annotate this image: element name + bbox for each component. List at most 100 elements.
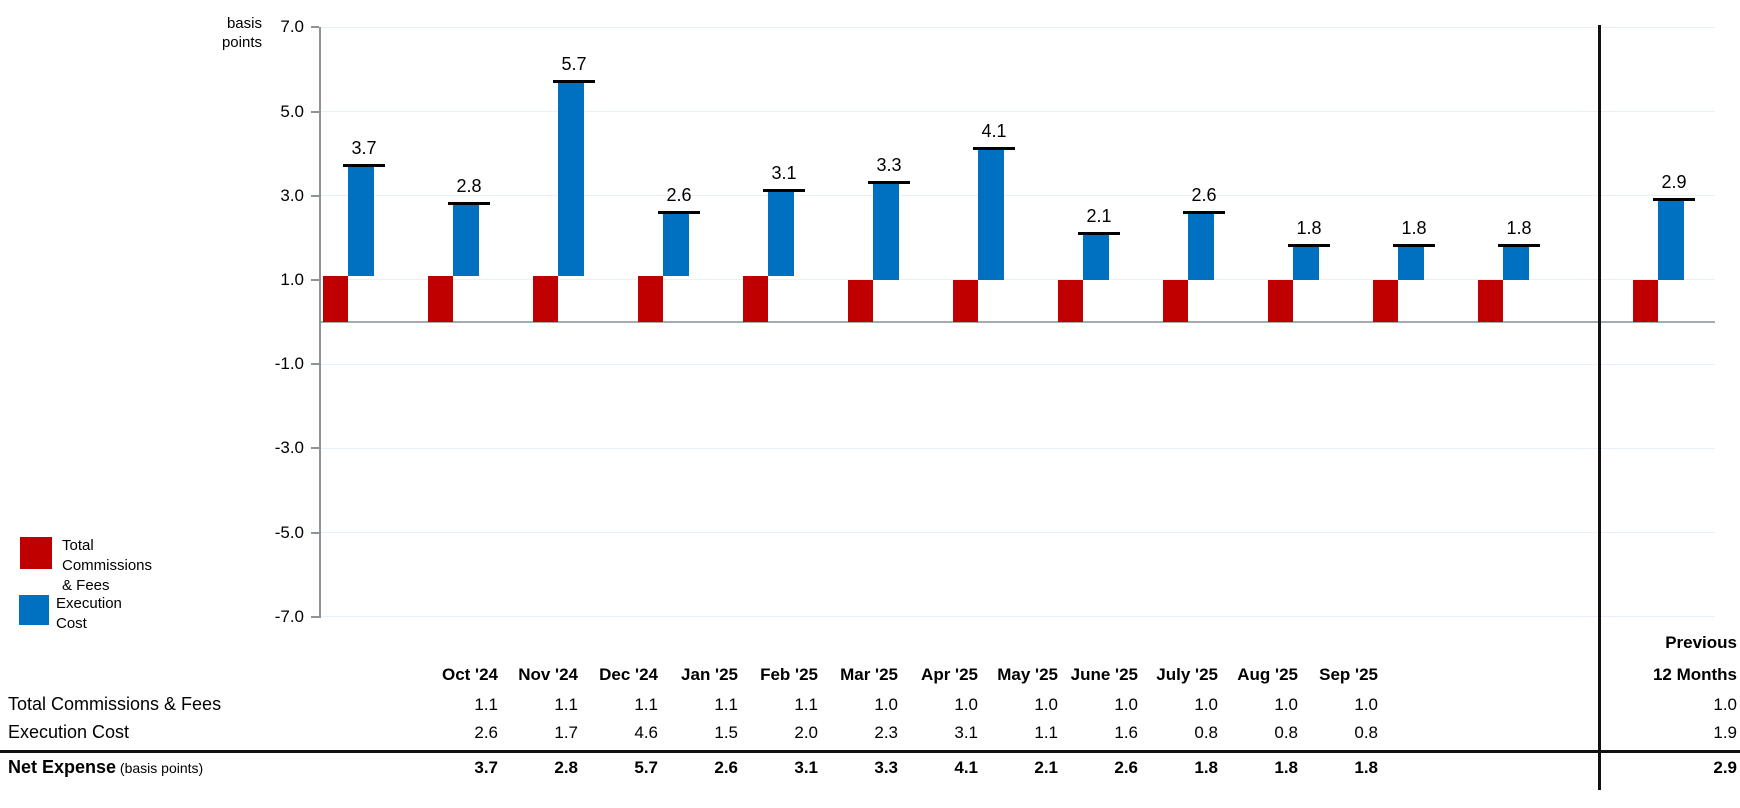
legend-commissions-swatch: [20, 537, 52, 569]
table-row-label: Total Commissions & Fees: [8, 694, 222, 714]
table-value-cell: 3.3: [874, 758, 898, 777]
net-expense-marker: [448, 202, 490, 206]
legend-execution-label: Execution Cost: [56, 594, 122, 634]
bar-total-commissions-fees: [1268, 279, 1293, 322]
table-header-cell: Nov '24: [518, 665, 578, 684]
bar-total-commissions-fees: [533, 275, 558, 322]
table-value-cell: 2.6: [714, 758, 738, 777]
table-value-cell: 2.6: [474, 723, 498, 742]
net-expense-data-label: 5.7: [561, 54, 587, 75]
net-expense-marker: [973, 147, 1015, 151]
legend-commissions-label: Total Commissions & Fees: [62, 536, 152, 596]
net-expense-marker: [658, 210, 700, 214]
table-value-cell: 1.7: [554, 723, 578, 742]
y-axis-tick: [311, 194, 319, 197]
table-value-cell: 3.7: [474, 758, 498, 777]
bar-execution-cost: [663, 212, 689, 276]
y-axis-line: [319, 27, 321, 618]
net-expense-marker: [1288, 244, 1330, 248]
table-value-cell: 2.8: [554, 758, 578, 777]
table-value-cell: 1.1: [714, 695, 738, 714]
table-header-previous-line2: 12 Months: [1652, 665, 1737, 684]
table-value-cell: 2.1: [1034, 758, 1058, 777]
table-value-cell: 2.9: [1713, 758, 1737, 777]
legend-execution-line1: Execution: [56, 595, 122, 612]
bar-total-commissions-fees: [953, 279, 978, 322]
y-axis-unit-line1: basis: [226, 15, 262, 32]
bar-execution-cost: [348, 166, 374, 276]
table-value-cell: 4.1: [954, 758, 978, 777]
y-axis-tick: [311, 26, 319, 29]
table-value-cell: 2.6: [1114, 758, 1138, 777]
legend-execution-swatch: [19, 595, 49, 625]
table-value-cell: 2.0: [794, 723, 818, 742]
gridline: [321, 279, 1715, 281]
y-axis-tick: [311, 531, 319, 534]
bar-execution-cost: [1188, 212, 1214, 280]
y-tick-label: -5.0: [274, 522, 304, 542]
table-value-cell: 1.1: [794, 695, 818, 714]
y-axis-tick: [311, 447, 319, 450]
bar-execution-cost: [453, 204, 479, 276]
net-expense-data-label: 1.8: [1506, 218, 1532, 239]
net-expense-data-label: 3.1: [771, 163, 797, 184]
table-value-cell: 1.0: [954, 695, 978, 714]
gridline: [321, 26, 1715, 28]
table-value-cell: 1.6: [1114, 723, 1138, 742]
legend-commissions-line1: Total Commissions: [62, 537, 153, 574]
table-value-cell: 0.8: [1354, 723, 1378, 742]
bar-total-commissions-fees: [848, 279, 873, 322]
net-expense-divider-line: [0, 750, 1740, 753]
table-value-cell: 1.1: [474, 695, 498, 714]
bar-total-commissions-fees: [638, 275, 663, 322]
bar-total-commissions-fees: [428, 275, 453, 322]
net-expense-data-label: 1.8: [1401, 218, 1427, 239]
y-tick-label: -7.0: [274, 606, 304, 626]
net-expense-marker: [1078, 231, 1120, 235]
table-value-cell: 1.0: [874, 695, 898, 714]
net-expense-marker: [763, 189, 805, 193]
table-header-cell: Oct '24: [441, 665, 498, 684]
table-value-cell: 3.1: [794, 758, 818, 777]
net-expense-marker: [553, 80, 595, 84]
table-value-cell: 1.9: [1713, 723, 1737, 742]
table-value-cell: 1.8: [1194, 758, 1218, 777]
table-row-label: Execution Cost: [8, 722, 130, 742]
gridline: [321, 195, 1715, 197]
y-axis-tick: [311, 278, 319, 281]
y-axis-unit-label: basis points: [150, 14, 262, 52]
table-row-label: Net Expense (basis points): [8, 757, 204, 777]
bar-execution-cost: [978, 149, 1004, 280]
table-value-cell: 1.0: [1713, 695, 1737, 714]
table-value-cell: 1.5: [714, 723, 738, 742]
table-value-cell: 1.0: [1114, 695, 1138, 714]
table-row-label-suffix: (basis points): [116, 760, 204, 776]
y-tick-label: 3.0: [280, 185, 304, 205]
bar-execution-cost: [1083, 233, 1109, 280]
net-expense-data-label: 2.6: [1191, 184, 1217, 205]
table-value-cell: 0.8: [1274, 723, 1298, 742]
net-expense-marker: [1653, 197, 1695, 201]
table-value-cell: 1.1: [1034, 723, 1058, 742]
gridline: [321, 532, 1715, 533]
net-expense-marker: [868, 181, 910, 185]
bar-total-commissions-fees: [1163, 279, 1188, 322]
gridline: [321, 616, 1715, 618]
y-tick-label: -1.0: [274, 354, 304, 374]
net-expense-marker: [1183, 210, 1225, 214]
bar-total-commissions-fees: [1373, 279, 1398, 322]
table-value-cell: 4.6: [634, 723, 658, 742]
bar-execution-cost: [558, 82, 584, 276]
net-expense-marker: [343, 164, 385, 168]
table-value-cell: 1.0: [1194, 695, 1218, 714]
table-value-cell: 1.8: [1274, 758, 1298, 777]
bar-total-commissions-fees: [1478, 279, 1503, 322]
bar-execution-cost: [1398, 246, 1424, 280]
table-value-cell: 5.7: [634, 758, 658, 777]
table-header-cell: Feb '25: [760, 665, 818, 684]
gridline: [321, 111, 1715, 112]
bar-execution-cost: [1293, 246, 1319, 280]
net-expense-data-label: 2.6: [666, 184, 692, 205]
net-expense-data-label: 3.3: [876, 155, 902, 176]
